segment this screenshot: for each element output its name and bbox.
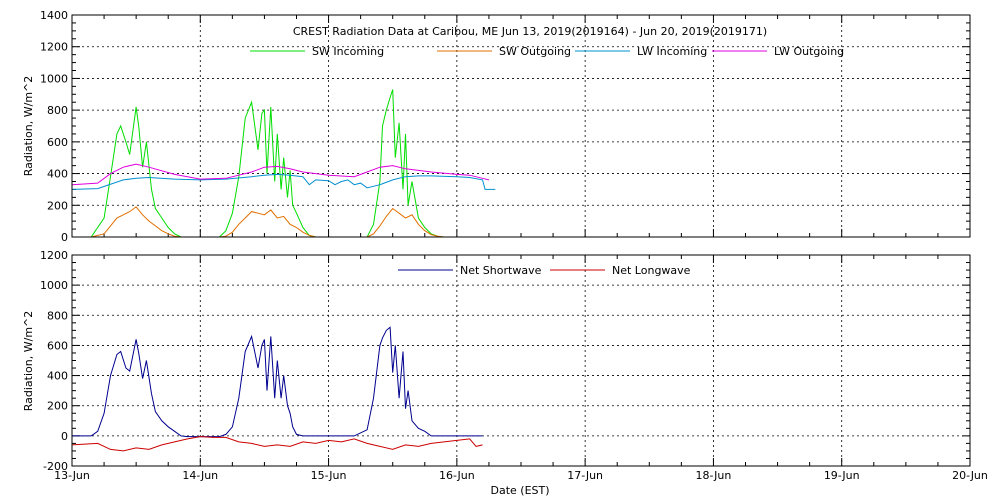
top-y-tick-label: 0 bbox=[61, 231, 68, 244]
top-y-tick-label: 1200 bbox=[40, 41, 68, 54]
x-tick-label: 15-Jun bbox=[311, 469, 347, 482]
x-tick-label: 17-Jun bbox=[567, 469, 603, 482]
top-panel-y-axis-label: Radiation, W/m^2 bbox=[22, 76, 35, 177]
sw-incoming-legend-label: SW Incoming bbox=[312, 45, 384, 58]
net-longwave-series-line bbox=[71, 436, 483, 452]
x-axis-label: Date (EST) bbox=[490, 484, 549, 497]
top-y-tick-label: 400 bbox=[47, 168, 68, 181]
sw-incoming-series-line bbox=[90, 89, 483, 238]
sw-outgoing-series-line bbox=[91, 206, 483, 238]
top-panel-frame bbox=[71, 14, 971, 238]
x-tick-label: 13-Jun bbox=[54, 469, 90, 482]
chart-title: CREST Radiation Data at Caribou, ME Jun … bbox=[293, 25, 767, 38]
x-tick-label: 18-Jun bbox=[696, 469, 732, 482]
lw-incoming-series-line bbox=[71, 173, 496, 190]
bottom-panel: 13-Jun 14-Jun 15-Jun 16-Jun 17-Jun 18-Jun 19-J… bbox=[40, 249, 988, 482]
sw-outgoing-legend-label: SW Outgoing bbox=[499, 45, 571, 58]
top-y-tick-label: 1000 bbox=[40, 72, 68, 85]
bottom-y-tick-label: 600 bbox=[47, 339, 68, 352]
bottom-panel-frame bbox=[71, 254, 971, 467]
lw-outgoing-series-line bbox=[71, 163, 490, 186]
net-longwave-legend-label: Net Longwave bbox=[612, 264, 691, 277]
net-shortwave-series-line bbox=[72, 326, 483, 438]
top-y-tick-label: 600 bbox=[47, 136, 68, 149]
lw-incoming-legend-label: LW Incoming bbox=[637, 45, 707, 58]
bottom-y-tick-label: -200 bbox=[43, 460, 68, 473]
lw-outgoing-legend-label: LW Outgoing bbox=[774, 45, 844, 58]
top-y-tick-label: 200 bbox=[47, 199, 68, 212]
x-tick-label: 20-Jun bbox=[952, 469, 988, 482]
net-shortwave-legend-label: Net Shortwave bbox=[460, 264, 542, 277]
bottom-y-tick-label: 800 bbox=[47, 309, 68, 322]
top-panel: 0 200 400 600 800 1000 1200 1400 SW Incoming SW O… bbox=[40, 9, 971, 244]
x-tick-label: 14-Jun bbox=[182, 469, 218, 482]
bottom-y-tick-label: 0 bbox=[61, 430, 68, 443]
x-tick-label: 19-Jun bbox=[824, 469, 860, 482]
bottom-y-tick-label: 400 bbox=[47, 370, 68, 383]
top-y-tick-label: 800 bbox=[47, 104, 68, 117]
bottom-y-tick-label: 1000 bbox=[40, 279, 68, 292]
bottom-y-tick-label: 1200 bbox=[40, 249, 68, 262]
bottom-y-tick-label: 200 bbox=[47, 400, 68, 413]
top-y-tick-label: 1400 bbox=[40, 9, 68, 22]
x-tick-label: 16-Jun bbox=[439, 469, 475, 482]
bottom-panel-y-axis-label: Radiation, W/m^2 bbox=[22, 311, 35, 412]
